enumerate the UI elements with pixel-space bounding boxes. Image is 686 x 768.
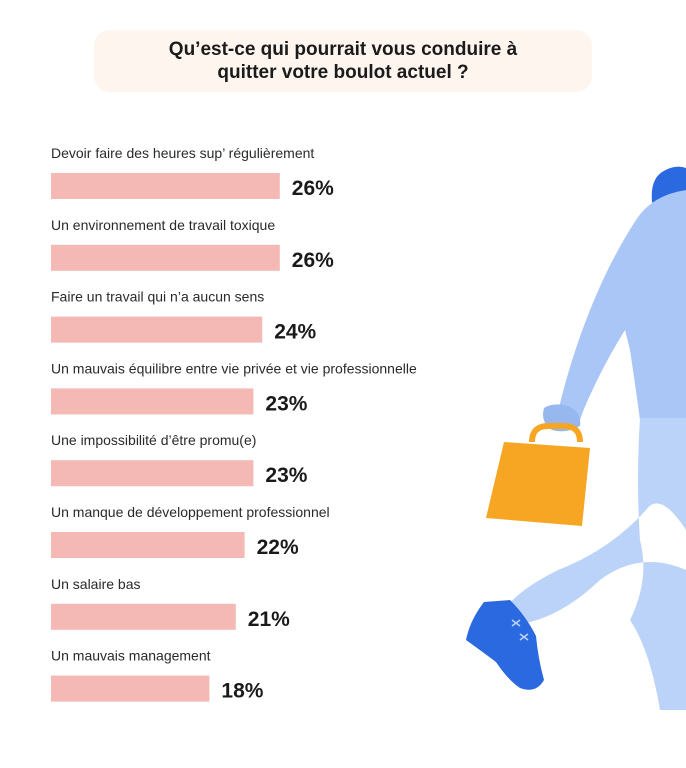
value-label: 18% <box>221 680 263 703</box>
bar <box>51 244 280 271</box>
bar <box>51 388 254 415</box>
value-label: 21% <box>248 608 290 631</box>
category-label: Un mauvais équilibre entre vie privée et… <box>51 360 417 376</box>
pants-shape <box>502 418 686 710</box>
value-label: 26% <box>292 249 334 272</box>
value-label: 24% <box>274 321 316 344</box>
briefcase-handle-shape <box>529 423 583 443</box>
shoe-shape <box>466 600 544 690</box>
title-box: Qu’est-ce qui pourrait vous conduire à q… <box>94 30 592 92</box>
bar <box>51 460 254 487</box>
bar <box>51 675 210 702</box>
value-label: 23% <box>265 392 307 415</box>
category-label: Faire un travail qui n’a aucun sens <box>51 289 264 305</box>
shoe-laces-shape <box>511 619 529 641</box>
category-label: Un mauvais management <box>51 648 211 664</box>
chart-title: Qu’est-ce qui pourrait vous conduire à q… <box>168 39 518 83</box>
bar <box>51 173 280 199</box>
category-label: Un salaire bas <box>51 576 141 592</box>
bar <box>51 316 263 343</box>
category-label: Un manque de développement professionnel <box>51 504 330 520</box>
category-label: Un environnement de travail toxique <box>51 217 275 233</box>
bar <box>51 532 245 558</box>
value-label: 23% <box>265 464 307 487</box>
category-label: Une impossibilité d’être promu(e) <box>51 432 256 448</box>
person-with-briefcase-illustration <box>466 166 686 710</box>
category-label: Devoir faire des heures sup’ régulièreme… <box>51 145 314 161</box>
briefcase-shape <box>486 442 590 526</box>
arm-shape <box>558 270 626 422</box>
value-label: 26% <box>292 177 334 200</box>
value-label: 22% <box>257 536 299 559</box>
bar <box>51 603 236 630</box>
